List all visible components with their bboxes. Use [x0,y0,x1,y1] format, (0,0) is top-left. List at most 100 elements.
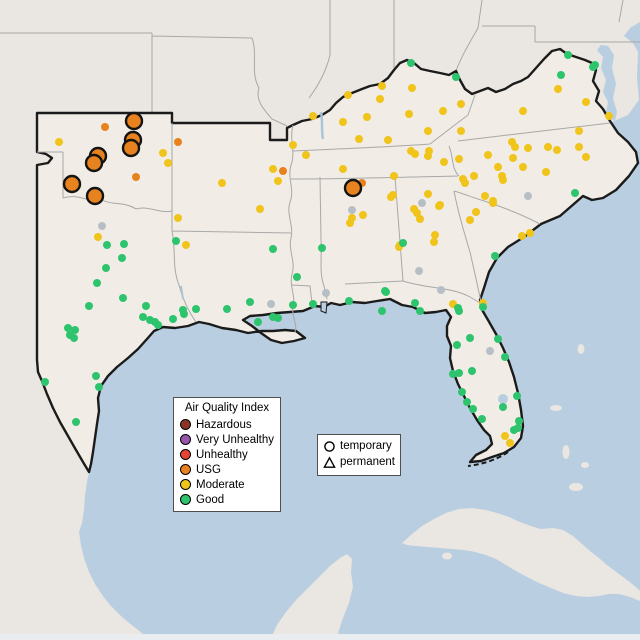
station-marker-usg-temporary[interactable] [343,178,363,198]
station-marker-moderate[interactable] [519,163,527,171]
station-marker-good[interactable] [95,383,103,391]
station-marker-usg-temporary[interactable] [62,174,82,194]
station-marker-good[interactable] [515,417,523,425]
station-marker-usg[interactable] [174,138,182,146]
station-marker-moderate[interactable] [457,100,465,108]
station-marker-moderate[interactable] [582,153,590,161]
station-marker-no-data[interactable] [267,300,275,308]
station-marker-good[interactable] [318,244,326,252]
station-marker-moderate[interactable] [355,135,363,143]
station-marker-moderate[interactable] [174,214,182,222]
station-marker-moderate[interactable] [472,208,480,216]
station-marker-good[interactable] [246,298,254,306]
station-marker-moderate[interactable] [378,82,386,90]
station-marker-good[interactable] [71,326,79,334]
station-marker-moderate[interactable] [159,149,167,157]
station-marker-good[interactable] [453,341,461,349]
station-marker-good[interactable] [510,426,518,434]
station-marker-moderate[interactable] [344,91,352,99]
station-marker-moderate[interactable] [455,155,463,163]
station-marker-moderate[interactable] [431,231,439,239]
station-marker-moderate[interactable] [408,84,416,92]
station-marker-usg[interactable] [279,167,287,175]
station-marker-moderate[interactable] [182,241,190,249]
station-marker-moderate[interactable] [424,152,432,160]
station-marker-no-data[interactable] [98,222,106,230]
station-marker-moderate[interactable] [470,172,478,180]
station-marker-good[interactable] [478,415,486,423]
station-marker-moderate[interactable] [575,127,583,135]
station-marker-good[interactable] [309,300,317,308]
station-marker-moderate[interactable] [511,143,519,151]
station-marker-usg-temporary[interactable] [121,138,141,158]
station-marker-good[interactable] [455,369,463,377]
station-marker-moderate[interactable] [405,110,413,118]
station-marker-moderate[interactable] [359,211,367,219]
station-marker-moderate[interactable] [439,107,447,115]
station-marker-good[interactable] [41,378,49,386]
station-marker-moderate[interactable] [575,143,583,151]
station-marker-moderate[interactable] [269,165,277,173]
station-marker-good[interactable] [557,71,565,79]
station-marker-good[interactable] [466,334,474,342]
station-marker-good[interactable] [154,321,162,329]
station-marker-good[interactable] [289,301,297,309]
station-marker-moderate[interactable] [430,238,438,246]
station-marker-no-data[interactable] [322,289,330,297]
station-marker-good[interactable] [571,189,579,197]
station-marker-good[interactable] [180,310,188,318]
station-marker-moderate[interactable] [424,127,432,135]
station-marker-moderate[interactable] [489,197,497,205]
station-marker-moderate[interactable] [501,432,509,440]
station-marker-moderate[interactable] [363,113,371,121]
station-marker-good[interactable] [172,237,180,245]
station-marker-moderate[interactable] [376,95,384,103]
station-marker-moderate[interactable] [339,118,347,126]
station-marker-good[interactable] [399,239,407,247]
station-marker-good[interactable] [103,241,111,249]
station-marker-good[interactable] [378,307,386,315]
station-marker-no-data[interactable] [415,267,423,275]
station-marker-good[interactable] [452,73,460,81]
station-marker-moderate[interactable] [411,150,419,158]
station-marker-moderate[interactable] [457,127,465,135]
station-marker-good[interactable] [455,307,463,315]
station-marker-good[interactable] [407,59,415,67]
station-marker-moderate[interactable] [164,159,172,167]
station-marker-moderate[interactable] [256,205,264,213]
station-marker-good[interactable] [119,294,127,302]
station-marker-moderate[interactable] [55,138,63,146]
station-marker-moderate[interactable] [494,163,502,171]
station-marker-good[interactable] [449,370,457,378]
station-marker-no-data[interactable] [348,206,356,214]
station-marker-usg[interactable] [132,173,140,181]
station-marker-good[interactable] [458,388,466,396]
station-marker-good[interactable] [468,367,476,375]
station-marker-moderate[interactable] [484,151,492,159]
station-marker-good[interactable] [479,303,487,311]
station-marker-good[interactable] [269,245,277,253]
station-marker-moderate[interactable] [390,172,398,180]
station-marker-good[interactable] [494,335,502,343]
station-marker-moderate[interactable] [436,201,444,209]
station-marker-moderate[interactable] [518,232,526,240]
station-marker-good[interactable] [139,313,147,321]
station-marker-moderate[interactable] [94,233,102,241]
station-marker-moderate[interactable] [605,112,613,120]
station-marker-moderate[interactable] [554,85,562,93]
station-marker-no-data[interactable] [437,286,445,294]
station-marker-good[interactable] [274,314,282,322]
station-marker-moderate[interactable] [416,215,424,223]
station-marker-moderate[interactable] [499,176,507,184]
station-marker-moderate[interactable] [302,151,310,159]
station-marker-moderate[interactable] [509,154,517,162]
station-marker-moderate[interactable] [384,136,392,144]
station-marker-good[interactable] [92,372,100,380]
station-marker-usg-temporary[interactable] [84,153,104,173]
station-marker-good[interactable] [411,299,419,307]
station-marker-good[interactable] [142,302,150,310]
station-marker-good[interactable] [102,264,110,272]
station-marker-moderate[interactable] [440,158,448,166]
station-marker-good[interactable] [416,307,424,315]
station-marker-good[interactable] [463,398,471,406]
